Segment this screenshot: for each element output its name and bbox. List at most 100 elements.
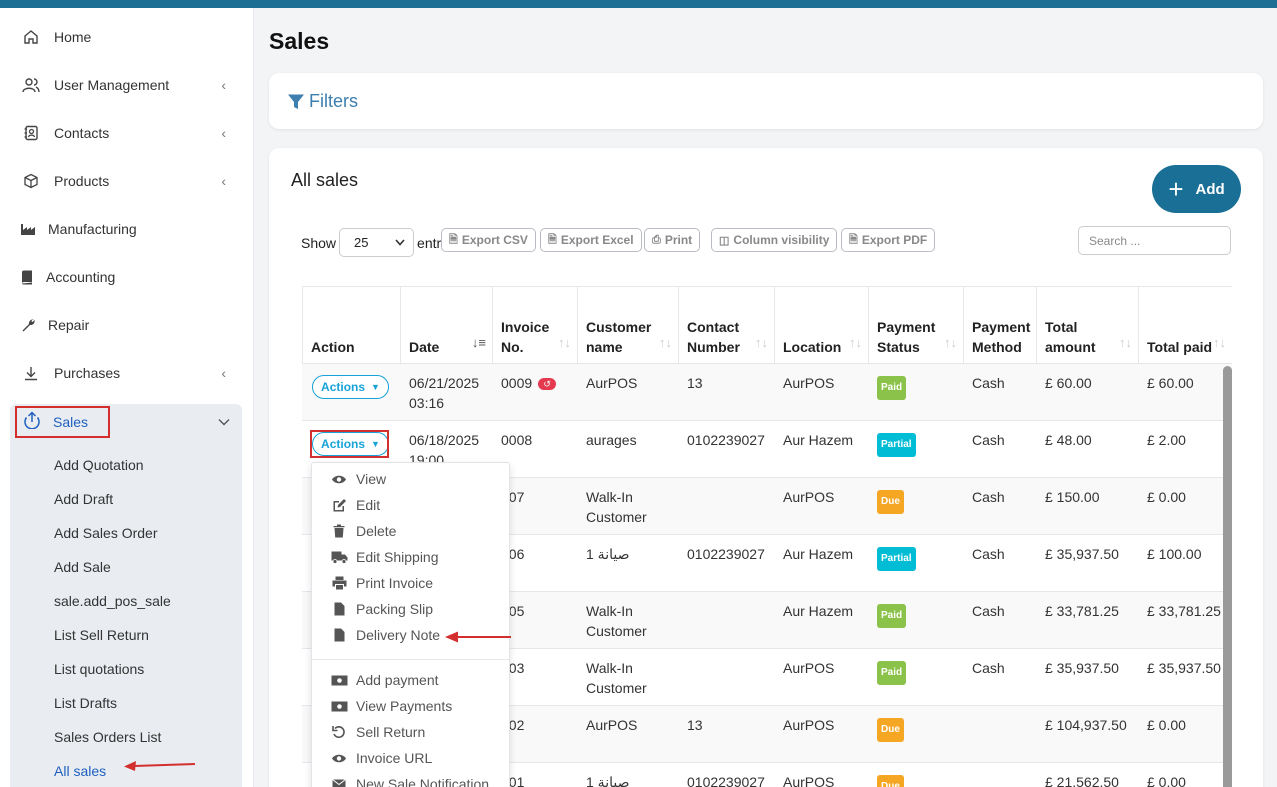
column-header-total-paid[interactable]: Total paid ↑↓ — [1139, 286, 1232, 364]
menu-item-invoice-url[interactable]: Invoice URL — [330, 750, 432, 766]
add-label: Add — [1195, 180, 1225, 198]
card-title: All sales — [291, 170, 359, 190]
column-header-customer[interactable]: Customer name ↑↓ — [578, 286, 679, 364]
search-placeholder: Search ... — [1089, 233, 1141, 248]
cell-text: Cash — [972, 660, 1005, 676]
sidebar-item-home[interactable]: Home — [20, 23, 234, 51]
cell-invoice: 005 — [501, 601, 571, 621]
sidebar-subitem-add-sales-order[interactable]: Add Sales Order — [54, 525, 158, 541]
sidebar-item-label: Home — [54, 29, 92, 45]
menu-item-add-payment[interactable]: Add payment — [330, 672, 439, 688]
column-header-payment-status[interactable]: Payment Status ↑↓ — [869, 286, 964, 364]
menu-item-packing-slip[interactable]: Packing Slip — [330, 601, 433, 617]
sidebar-item-sales[interactable]: Sales — [15, 406, 110, 438]
export-csv-button[interactable]: 🗎 Export CSV — [441, 228, 536, 252]
cell-text: £ 35,937.50 — [1045, 546, 1119, 562]
sort-icon: ↑↓ — [755, 335, 768, 350]
users-icon — [20, 77, 42, 93]
sidebar-item-accounting[interactable]: Accounting — [20, 263, 234, 291]
sidebar-subitem-add-draft[interactable]: Add Draft — [54, 491, 114, 507]
sort-icon: ↑↓ — [1213, 335, 1226, 350]
entries-select[interactable]: 25 — [339, 228, 415, 257]
eye-icon — [330, 474, 348, 485]
actions-button[interactable]: Actions ▼ — [312, 375, 389, 399]
export-pdf-button[interactable]: 🗎 Export PDF — [841, 228, 936, 252]
entries-value: 25 — [354, 235, 369, 250]
menu-item-label: View Payments — [356, 698, 453, 714]
cell-invoice: 0009 ↺ — [501, 373, 571, 393]
sidebar-subitem-add-sale[interactable]: Add Sale — [54, 559, 111, 575]
cell-text: 0102239027 — [687, 546, 765, 562]
column-visibility-button[interactable]: ◫ Column visibility — [711, 228, 838, 252]
return-icon[interactable]: ↺ — [538, 378, 557, 391]
cell-text: Cash — [972, 603, 1005, 619]
cell-total: £ 33,781.25 — [1045, 601, 1137, 621]
button-label: Column visibility — [733, 233, 830, 247]
column-header-location[interactable]: Location ↑↓ — [775, 286, 869, 364]
cell-text: £ 21,562.50 — [1045, 774, 1119, 787]
sidebar-subitem-list-sell-return[interactable]: List Sell Return — [54, 627, 149, 643]
entries-control: Show 25 entries — [301, 228, 441, 257]
column-header-total-amount[interactable]: Total amount ↑↓ — [1037, 286, 1139, 364]
sidebar-item-label: User Management — [54, 77, 170, 93]
cell-status: Due — [877, 715, 963, 742]
cell-invoice: 007 — [501, 487, 571, 507]
sidebar-item-contacts[interactable]: Contacts ‹ — [20, 119, 234, 147]
caret-down-icon: ▼ — [371, 382, 380, 392]
menu-item-delete[interactable]: Delete — [330, 523, 396, 539]
file-excel-icon: 🗎 — [548, 233, 557, 246]
sidebar-subitem-add-quotation[interactable]: Add Quotation — [54, 457, 144, 473]
factory-icon — [20, 222, 36, 236]
sidebar-item-repair[interactable]: Repair — [20, 311, 234, 339]
column-header-contact[interactable]: Contact Number ↑↓ — [679, 286, 775, 364]
sidebar-item-products[interactable]: Products ‹ — [20, 167, 234, 195]
menu-item-sell-return[interactable]: Sell Return — [330, 724, 425, 740]
cell-paid: £ 0.00 — [1147, 715, 1232, 735]
cell-customer: AurPOS — [586, 715, 676, 735]
sidebar-item-purchases[interactable]: Purchases ‹ — [20, 359, 234, 387]
cell-method: Cash — [972, 601, 1036, 621]
trash-icon — [330, 524, 348, 538]
cell-text: صيانة 1 — [586, 774, 630, 787]
cell-method: Cash — [972, 487, 1036, 507]
column-header-invoice[interactable]: Invoice No. ↑↓ — [493, 286, 578, 364]
cell-location: AurPOS — [783, 715, 867, 735]
sidebar-item-label: Sales — [53, 414, 89, 430]
cell-text: 13 — [687, 717, 703, 733]
menu-item-edit-shipping[interactable]: Edit Shipping — [330, 549, 439, 565]
menu-item-view-payments[interactable]: View Payments — [330, 698, 452, 714]
print-button[interactable]: ⎙ Print — [644, 228, 701, 252]
sidebar-item-user-management[interactable]: User Management ‹ — [20, 71, 234, 99]
sidebar-subitem-sales-orders-list[interactable]: Sales Orders List — [54, 729, 162, 745]
table-row: Actions ▼ 06/21/2025 03:16 0009 ↺ AurPOS 13 Aur… — [302, 364, 1232, 421]
menu-item-print-invoice[interactable]: Print Invoice — [330, 575, 433, 591]
menu-item-new-sale-notification[interactable]: New Sale Notification — [330, 776, 489, 787]
export-excel-button[interactable]: 🗎 Export Excel — [540, 228, 642, 252]
search-input[interactable]: Search ... — [1078, 226, 1231, 255]
menu-item-delivery-note[interactable]: Delivery Note — [330, 627, 440, 643]
sidebar-subitem-add-pos-sale[interactable]: sale.add_pos_sale — [54, 593, 171, 609]
column-header-date[interactable]: Date ↓≡ — [401, 286, 493, 364]
cell-method: Cash — [972, 430, 1036, 450]
status-badge: Paid — [877, 604, 907, 628]
sidebar-item-manufacturing[interactable]: Manufacturing — [20, 215, 234, 243]
add-sale-button[interactable]: + Add — [1152, 165, 1241, 213]
sidebar-subitem-list-quotations[interactable]: List quotations — [54, 661, 145, 677]
print-icon — [330, 576, 348, 590]
cell-text: Aur Hazem — [783, 432, 854, 448]
cell-customer: AurPOS — [586, 373, 676, 393]
menu-item-edit[interactable]: Edit — [330, 497, 380, 513]
menu-item-view[interactable]: View — [330, 471, 386, 487]
actions-button[interactable]: Actions ▼ — [312, 432, 389, 456]
sidebar-subitem-all-sales[interactable]: All sales — [54, 763, 107, 779]
header-label: Invoice No. — [501, 319, 550, 355]
sidebar-subitem-list-drafts[interactable]: List Drafts — [54, 695, 118, 711]
filters-card[interactable]: Filters — [269, 73, 1263, 129]
cell-text: Walk-In Customer — [586, 660, 647, 696]
status-badge: Due — [877, 718, 904, 742]
button-label: Export CSV — [461, 233, 528, 247]
cell-text: £ 0.00 — [1147, 774, 1186, 787]
table-scrollbar[interactable] — [1223, 366, 1232, 787]
cell-customer: Walk-In Customer — [586, 487, 676, 527]
filters-toggle[interactable]: Filters — [287, 91, 358, 112]
